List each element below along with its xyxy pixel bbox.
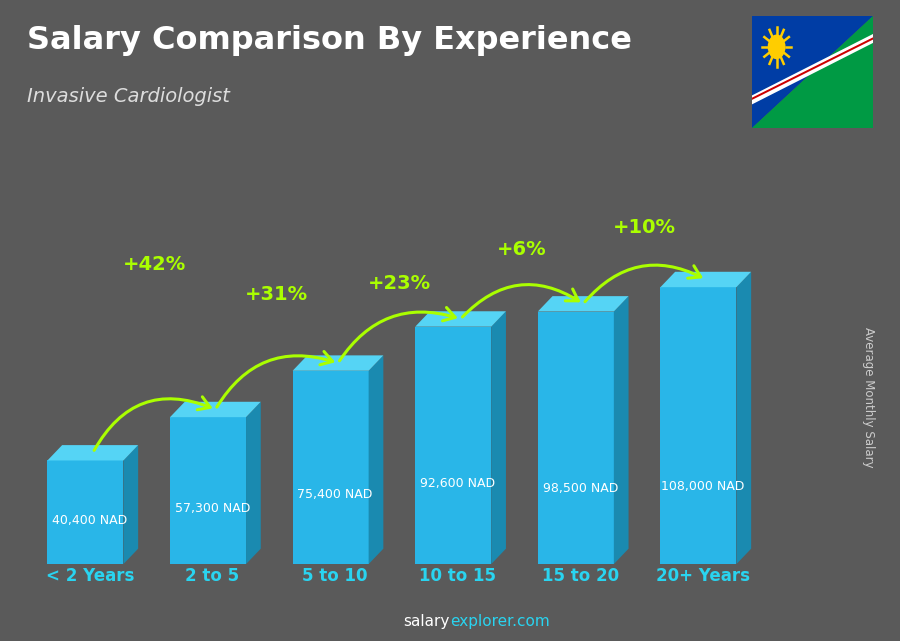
Text: 57,300 NAD: 57,300 NAD	[175, 502, 250, 515]
Polygon shape	[415, 312, 506, 327]
Bar	[170, 417, 246, 564]
Polygon shape	[246, 402, 261, 564]
Polygon shape	[752, 34, 873, 104]
Polygon shape	[170, 402, 261, 417]
FancyArrowPatch shape	[217, 351, 333, 407]
Polygon shape	[752, 35, 873, 103]
Text: 5 to 10: 5 to 10	[302, 567, 368, 585]
Polygon shape	[752, 37, 873, 100]
Text: Salary Comparison By Experience: Salary Comparison By Experience	[27, 26, 632, 56]
Polygon shape	[538, 296, 628, 312]
FancyArrowPatch shape	[585, 265, 701, 302]
Text: < 2 Years: < 2 Years	[46, 567, 134, 585]
Text: +10%: +10%	[613, 218, 676, 237]
Text: +23%: +23%	[368, 274, 431, 293]
Bar	[48, 460, 123, 564]
Text: Average Monthly Salary: Average Monthly Salary	[862, 327, 875, 468]
Text: 98,500 NAD: 98,500 NAD	[543, 482, 618, 495]
Text: +42%: +42%	[122, 255, 185, 274]
Polygon shape	[752, 16, 873, 128]
Bar	[661, 287, 736, 564]
Polygon shape	[661, 272, 752, 287]
Polygon shape	[752, 16, 873, 128]
Polygon shape	[123, 445, 138, 564]
Text: explorer.com: explorer.com	[450, 614, 550, 629]
FancyArrowPatch shape	[339, 308, 455, 361]
Text: 20+ Years: 20+ Years	[656, 567, 750, 585]
Polygon shape	[614, 296, 628, 564]
Text: 2 to 5: 2 to 5	[185, 567, 239, 585]
Polygon shape	[491, 312, 506, 564]
Text: 108,000 NAD: 108,000 NAD	[662, 480, 744, 493]
Circle shape	[768, 35, 786, 59]
Bar	[538, 312, 614, 564]
Text: 75,400 NAD: 75,400 NAD	[297, 488, 373, 501]
Text: +6%: +6%	[497, 240, 546, 259]
Bar	[292, 370, 369, 564]
FancyArrowPatch shape	[463, 285, 579, 317]
Text: +31%: +31%	[245, 285, 308, 304]
Text: 92,600 NAD: 92,600 NAD	[420, 477, 495, 490]
Bar	[415, 327, 491, 564]
Text: 10 to 15: 10 to 15	[419, 567, 496, 585]
Text: 15 to 20: 15 to 20	[542, 567, 619, 585]
Polygon shape	[736, 272, 752, 564]
Polygon shape	[48, 445, 138, 460]
Text: 40,400 NAD: 40,400 NAD	[52, 514, 128, 527]
Polygon shape	[292, 355, 383, 370]
Text: salary: salary	[403, 614, 450, 629]
FancyArrowPatch shape	[94, 397, 210, 451]
Polygon shape	[369, 355, 383, 564]
Text: Invasive Cardiologist: Invasive Cardiologist	[27, 87, 230, 106]
